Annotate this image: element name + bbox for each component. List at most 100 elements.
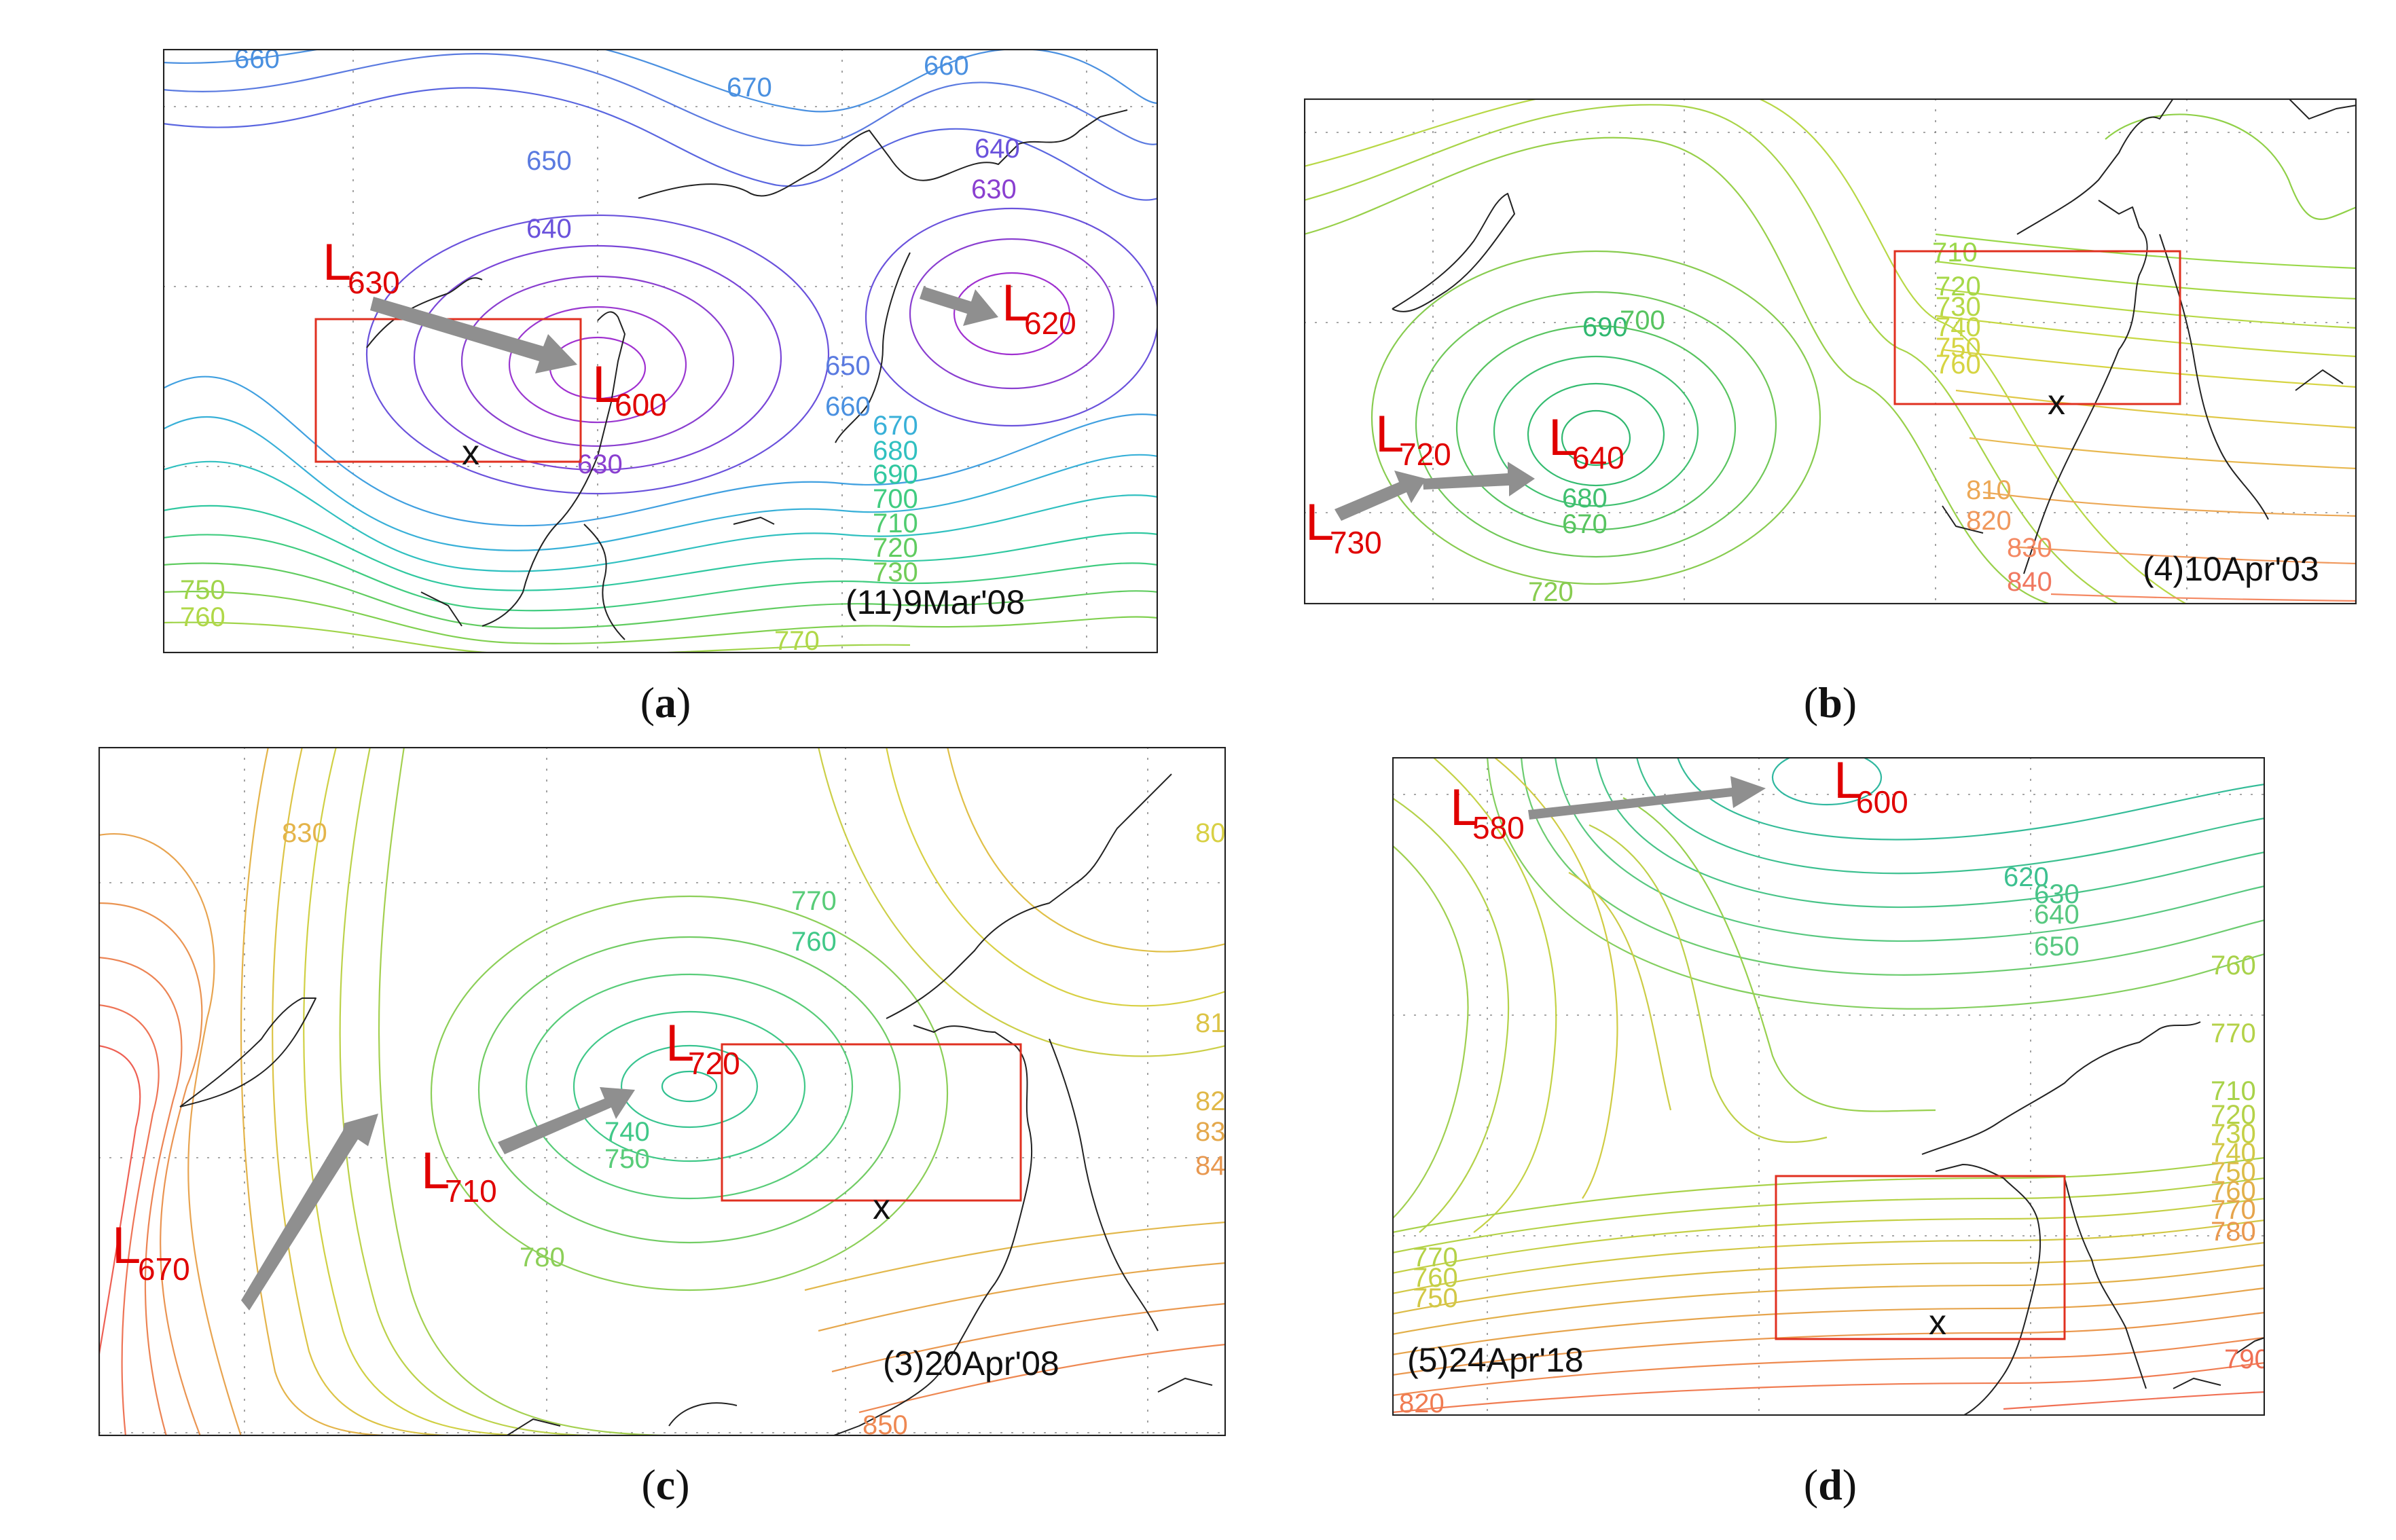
motion-arrow (1335, 471, 1426, 521)
contour-label: 710 (2211, 1076, 2256, 1106)
low-center-value: 580 (1472, 810, 1525, 845)
contour-label: 720 (1936, 272, 1981, 301)
contour-label: 630 (971, 175, 1017, 204)
contour-label: 710 (1932, 238, 1978, 268)
low-center-symbol: L (421, 1142, 450, 1200)
contours (1392, 757, 2265, 1414)
contour-label: 760 (2211, 951, 2256, 980)
contours (163, 49, 1158, 653)
low-center-value: 720 (688, 1046, 740, 1081)
motion-arrow (241, 1114, 378, 1310)
low-center-symbol: L (1305, 494, 1334, 551)
map-panel-b: 690 700 710 720 730 740 750 760 770 670 … (1304, 98, 2357, 604)
contour-label: 640 (2034, 900, 2080, 930)
contour-label: 820 (1399, 1389, 1445, 1416)
contour-label: 760 (2211, 1176, 2256, 1206)
contour-label: 830 (1195, 1117, 1226, 1147)
contour-label: 730 (873, 557, 918, 587)
panel-caption-a: (a) (640, 678, 691, 727)
low-pressure-labels: L 580 L 600 (1450, 757, 1908, 845)
contour-label: 670 (873, 411, 918, 441)
station-marker: x (462, 433, 479, 473)
date-label: (4)10Apr'03 (2143, 550, 2319, 588)
study-region-box (721, 1043, 1022, 1202)
contour-label: 750 (2211, 1157, 2256, 1187)
map-c-svg: 830 770 760 740 750 780 800 810 820 830 … (98, 747, 1226, 1436)
contour-label: 750 (1936, 333, 1981, 363)
motion-arrow (920, 287, 998, 326)
contour-label: 720 (2211, 1100, 2256, 1130)
map-panel-a: 660 670 660 650 640 640 630 640 650 660 … (163, 49, 1158, 653)
contour-labels: 620 630 640 650 760 770 710 720 730 740 … (1399, 862, 2265, 1416)
contour-label: 760 (791, 927, 837, 957)
contour-label: 810 (1966, 475, 2012, 505)
grid-lines (1304, 98, 2357, 604)
low-center-symbol: L (1834, 757, 1862, 809)
date-label: (11)9Mar'08 (846, 583, 1025, 621)
low-center-value: 630 (348, 265, 400, 300)
contour-label: 670 (727, 73, 772, 103)
map-b-svg: 690 700 710 720 730 740 750 760 770 670 … (1304, 98, 2357, 604)
contour-label: 720 (873, 533, 918, 563)
contour-label: 740 (604, 1117, 650, 1147)
contour-label: 840 (1195, 1151, 1226, 1181)
contour-label: 790 (2224, 1344, 2265, 1374)
low-pressure-labels: L 630 L 600 L 620 (323, 234, 1076, 422)
station-marker: x (873, 1188, 890, 1227)
contour-label: 640 (975, 134, 1020, 164)
contour-label: 810 (1195, 1008, 1226, 1038)
contour-label: 750 (180, 575, 225, 605)
map-d-svg: 620 630 640 650 760 770 710 720 730 740 … (1392, 757, 2265, 1416)
contour-label: 770 (2211, 1019, 2256, 1048)
station-marker: x (1929, 1303, 1946, 1342)
contour-label: 830 (2007, 533, 2052, 563)
contour-label: 740 (1936, 312, 1981, 342)
contour-label: 620 (2003, 862, 2049, 892)
study-region-box (1775, 1175, 2066, 1340)
contour-label: 680 (1562, 483, 1608, 513)
contour-label: 660 (924, 51, 969, 81)
contour-label: 650 (526, 146, 572, 176)
contours (1304, 98, 2357, 604)
contour-label: 770 (791, 886, 837, 916)
low-center-symbol: L (1548, 409, 1577, 466)
motion-arrow (370, 297, 577, 373)
low-center-symbol: L (112, 1217, 141, 1275)
coastline (1921, 1021, 2265, 1416)
contour-label: 660 (234, 49, 280, 74)
motion-arrow (1423, 462, 1535, 496)
contour-label: 700 (873, 484, 918, 514)
contour-label: 770 (774, 626, 820, 653)
contour-label: 760 (1413, 1263, 1458, 1293)
contour-label: 840 (2007, 567, 2052, 597)
contour-label: 780 (520, 1243, 565, 1272)
date-label: (3)20Apr'08 (883, 1344, 1059, 1382)
contour-label: 650 (2034, 932, 2080, 961)
contour-label: 750 (1413, 1283, 1458, 1313)
contour-label: 750 (604, 1144, 650, 1174)
contour-label: 740 (2211, 1138, 2256, 1168)
contour-label: 660 (825, 392, 871, 422)
low-center-symbol: L (1450, 779, 1478, 837)
low-center-symbol: L (666, 1014, 694, 1072)
contour-label: 670 (1562, 509, 1608, 539)
contour-label: 710 (873, 509, 918, 538)
contour-label: 820 (1195, 1086, 1226, 1116)
low-center-symbol: L (323, 234, 351, 291)
map-a-svg: 660 670 660 650 640 640 630 640 650 660 … (163, 49, 1158, 653)
low-center-value: 640 (1572, 440, 1624, 475)
low-pressure-labels: L 720 L 640 L 730 (1305, 405, 1624, 560)
contour-label: 800 (1195, 818, 1226, 848)
contour-label: 850 (863, 1410, 908, 1436)
study-region-box (314, 318, 582, 463)
contour-label: 820 (1966, 506, 2012, 536)
motion-arrow (498, 1087, 635, 1154)
low-center-value: 670 (138, 1251, 190, 1287)
motion-arrows (1528, 776, 1766, 820)
study-region-box (1893, 250, 2181, 405)
panel-caption-c: (c) (641, 1461, 690, 1509)
low-pressure-labels: L 720 L 710 L 670 (112, 1014, 740, 1287)
low-center-value: 600 (615, 387, 667, 422)
low-center-value: 730 (1330, 525, 1382, 560)
contour-label: 730 (2211, 1119, 2256, 1149)
